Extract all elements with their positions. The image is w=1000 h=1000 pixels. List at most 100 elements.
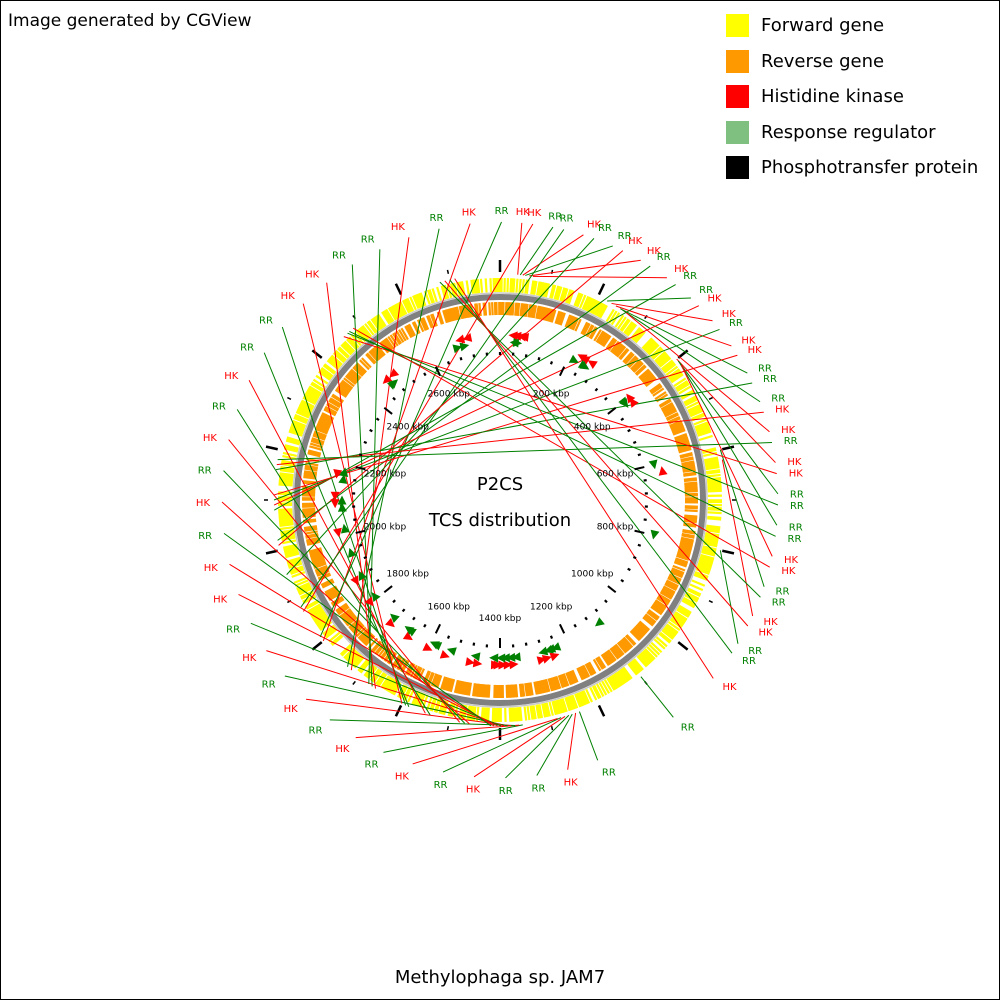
reverse-gene-block [678, 446, 692, 453]
forward-gene-block [510, 707, 514, 722]
forward-gene-block [295, 411, 310, 419]
forward-gene-block [704, 458, 719, 463]
forward-gene-block [282, 539, 297, 545]
reverse-gene-block [634, 625, 646, 637]
forward-gene-block [618, 669, 629, 683]
reverse-gene-block [658, 398, 672, 407]
forward-gene-block [506, 278, 510, 293]
forward-gene-block [644, 648, 656, 660]
reverse-gene-block [306, 538, 320, 544]
reverse-gene-block [662, 586, 675, 595]
forward-gene-block [320, 367, 334, 378]
reverse-gene-block [587, 662, 596, 675]
reverse-gene-block [584, 663, 593, 677]
reverse-gene-block [405, 324, 414, 338]
forward-gene-block [426, 289, 434, 304]
reverse-gene-block [347, 371, 359, 382]
reverse-gene-block [324, 407, 337, 416]
forward-gene-block [678, 385, 692, 395]
reverse-gene-block [612, 342, 622, 355]
forward-gene-block [657, 354, 670, 366]
reverse-gene-block [438, 311, 445, 325]
response-regulator-marker [388, 379, 399, 389]
response-regulator-marker [390, 613, 400, 623]
scale-minor-tick [632, 555, 637, 560]
reverse-gene-block [581, 322, 590, 335]
reverse-gene-block [312, 558, 326, 565]
forward-gene-block [564, 697, 571, 712]
forward-gene-block [297, 408, 311, 416]
reverse-gene-block [328, 399, 341, 409]
forward-gene-block [290, 425, 304, 433]
reverse-gene-block [451, 307, 457, 321]
reverse-gene-block [426, 315, 433, 329]
forward-gene-block [465, 280, 470, 295]
histidine-kinase-marker [402, 631, 413, 641]
reverse-gene-block [310, 552, 324, 559]
reverse-gene-block [627, 356, 638, 368]
scale-minor-tick [584, 616, 588, 621]
reverse-gene-block [442, 310, 448, 324]
hk-callout-label: HK [204, 563, 219, 574]
forward-gene-block [323, 363, 337, 374]
reverse-gene-block [312, 559, 326, 567]
forward-gene-block [283, 447, 298, 453]
rr-callout-label: RR [499, 786, 513, 797]
callout-line [719, 449, 765, 587]
reverse-gene-block [668, 574, 682, 583]
forward-gene-block [707, 484, 722, 489]
hk-callout-label: HK [784, 555, 799, 566]
rr-callout-label: RR [548, 211, 562, 222]
reverse-gene-block [436, 675, 443, 689]
reverse-gene-block [679, 452, 693, 458]
reverse-gene-block [315, 567, 329, 575]
scale-minor-tick [412, 379, 416, 384]
reverse-gene-block [304, 526, 318, 531]
forward-gene-block [704, 537, 719, 543]
scale-label: 1000 kbp [571, 570, 614, 580]
reverse-gene-block [586, 324, 595, 338]
forward-gene-block [626, 324, 638, 337]
forward-gene-block [705, 464, 720, 469]
reverse-gene-block [675, 437, 689, 444]
outer-major-tick [597, 283, 606, 296]
outer-minor-tick [352, 680, 356, 685]
forward-gene-block [607, 676, 617, 690]
reverse-gene-block [320, 413, 334, 422]
reverse-gene-block [670, 422, 684, 430]
scale-minor-tick [637, 453, 642, 457]
forward-gene-block [642, 650, 654, 663]
forward-gene-block [702, 448, 717, 455]
reverse-gene-block [336, 386, 349, 396]
forward-gene-block [627, 663, 638, 676]
forward-gene-block [381, 676, 392, 690]
hk-callout-label: HK [466, 785, 481, 796]
reverse-gene-block [600, 653, 610, 667]
forward-gene-block [687, 587, 702, 596]
forward-gene-block [687, 403, 702, 412]
reverse-gene-block [462, 681, 467, 695]
reverse-gene-block [335, 602, 348, 612]
forward-gene-block [307, 603, 321, 613]
reverse-gene-block [442, 677, 449, 691]
reverse-gene-block [479, 683, 483, 698]
reverse-gene-block [681, 461, 695, 467]
reverse-gene-block [548, 677, 555, 691]
forward-gene-block [298, 403, 313, 412]
legend-item-response-regulator: Response regulator [726, 115, 978, 151]
reverse-gene-block [567, 671, 575, 685]
forward-gene-block [284, 548, 299, 554]
forward-gene-block [306, 389, 320, 399]
forward-gene-block [377, 673, 388, 687]
forward-gene-block [603, 679, 613, 693]
hk-callout-label: HK [281, 291, 296, 302]
reverse-gene-block [675, 557, 689, 564]
hk-callout-label: HK [628, 236, 643, 247]
reverse-gene-block [302, 509, 316, 513]
rr-callout-label: RR [309, 725, 323, 736]
forward-gene-block [565, 289, 572, 304]
reverse-gene-block [393, 332, 403, 345]
reverse-gene-block [354, 364, 366, 375]
scale-major-tick [607, 585, 617, 594]
reverse-gene-block [304, 527, 318, 532]
